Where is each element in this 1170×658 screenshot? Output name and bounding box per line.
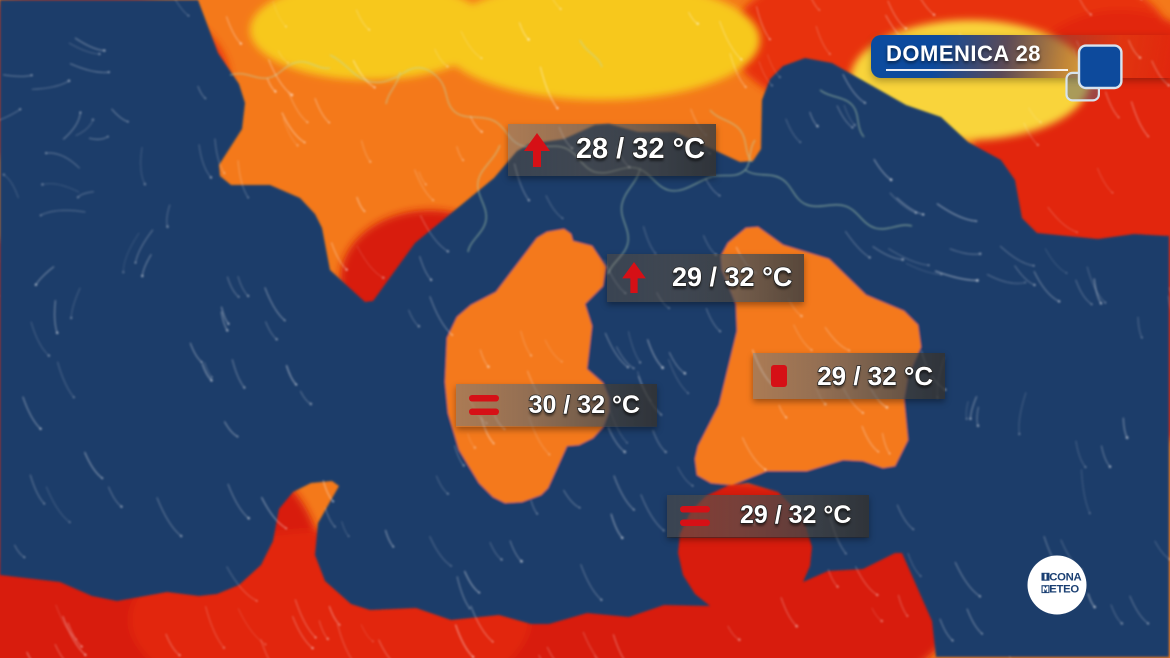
svg-text:CONA: CONA xyxy=(1049,571,1081,583)
svg-text:ETEO: ETEO xyxy=(1049,583,1079,595)
